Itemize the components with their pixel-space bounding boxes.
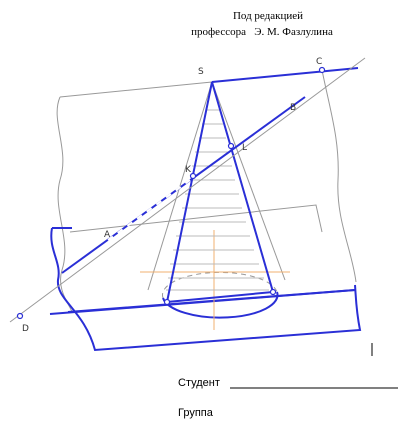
page: Под редакцией профессора Э. М. Фазлулина [0, 0, 400, 421]
diagram [10, 58, 372, 356]
header-line: Под редакцией [233, 10, 303, 22]
point-label: A [104, 230, 111, 240]
point-label: C [316, 57, 322, 67]
header-line: профессора Э. М. Фазлулина [191, 26, 333, 38]
point-label: B [290, 103, 296, 113]
form-label: Группа [178, 407, 214, 419]
point-label: D [22, 324, 29, 334]
point-label: S [198, 67, 204, 77]
form-label: Студент [178, 377, 220, 389]
point-label: K [185, 165, 192, 175]
point-label: L [242, 143, 247, 153]
